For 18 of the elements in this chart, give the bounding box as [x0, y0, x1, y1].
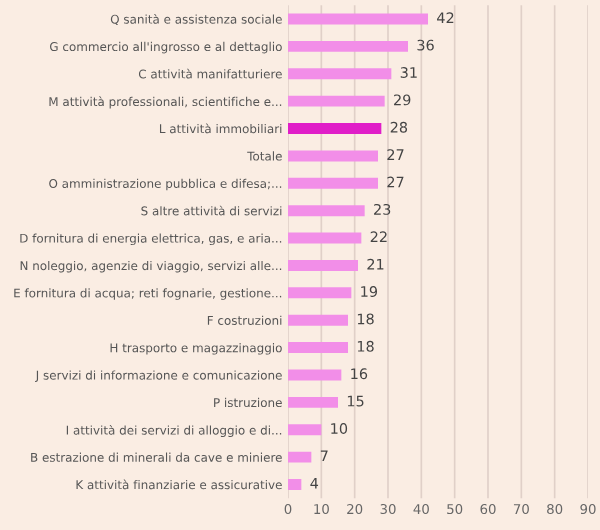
- bar: [288, 424, 322, 436]
- bar: [288, 369, 342, 381]
- bar: [288, 95, 385, 107]
- bar: [288, 205, 365, 217]
- bar: [288, 68, 392, 80]
- bar: [288, 451, 312, 463]
- bar: [288, 150, 378, 162]
- bar: [288, 123, 382, 134]
- bar: [288, 287, 352, 299]
- bar: [288, 396, 338, 408]
- bar: [288, 177, 378, 189]
- bar: [288, 342, 348, 354]
- bar: [288, 232, 362, 244]
- bar: [288, 259, 358, 271]
- bar: [288, 40, 408, 52]
- bar: [288, 479, 302, 490]
- bar: [288, 314, 348, 326]
- bar: [288, 13, 428, 25]
